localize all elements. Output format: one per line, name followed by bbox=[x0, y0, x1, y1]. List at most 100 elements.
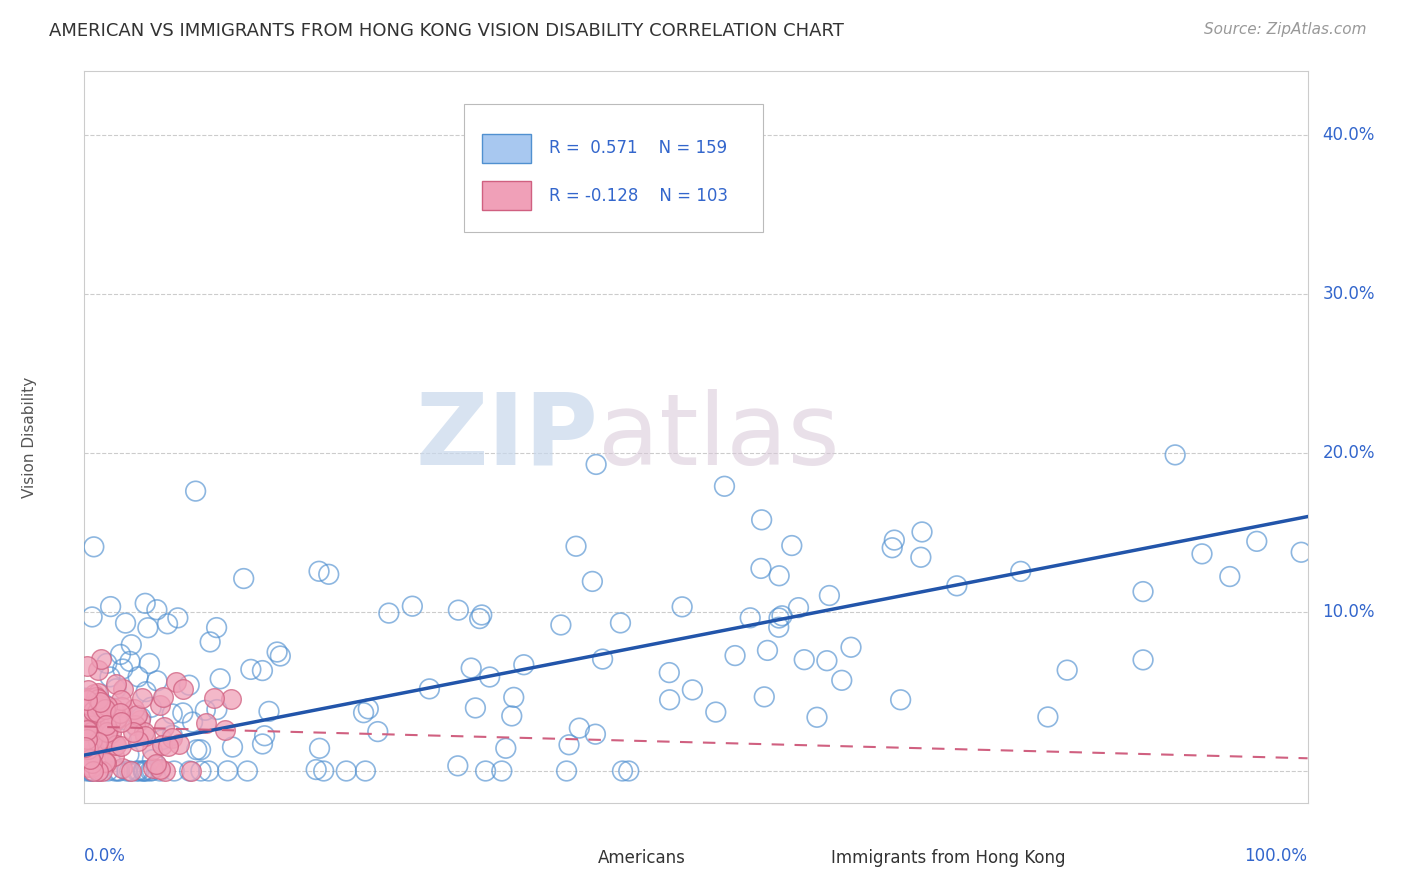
Point bbox=[658, 693, 681, 707]
Point bbox=[141, 764, 163, 778]
Point bbox=[221, 740, 243, 755]
Point bbox=[793, 653, 815, 667]
Point bbox=[165, 675, 187, 690]
Point bbox=[124, 718, 146, 732]
Point bbox=[308, 741, 330, 756]
FancyBboxPatch shape bbox=[482, 134, 531, 163]
Point bbox=[87, 717, 110, 731]
Point bbox=[169, 737, 191, 751]
Point bbox=[135, 764, 157, 778]
Point bbox=[839, 640, 862, 655]
Point bbox=[93, 731, 115, 745]
Point bbox=[197, 764, 219, 778]
Point bbox=[149, 764, 172, 778]
Point bbox=[94, 756, 117, 770]
Point bbox=[86, 705, 108, 719]
Text: 0.0%: 0.0% bbox=[84, 847, 127, 864]
Point bbox=[104, 764, 127, 778]
Point bbox=[447, 759, 470, 773]
Point bbox=[110, 706, 132, 721]
Point bbox=[157, 739, 180, 753]
Point bbox=[129, 713, 152, 727]
Point bbox=[89, 698, 111, 712]
Point bbox=[179, 764, 201, 778]
Text: 40.0%: 40.0% bbox=[1322, 126, 1375, 144]
Point bbox=[145, 757, 167, 772]
Point bbox=[83, 687, 105, 701]
Point bbox=[132, 764, 155, 778]
Point bbox=[108, 706, 131, 721]
Point bbox=[172, 706, 194, 720]
Point bbox=[93, 703, 115, 717]
Point bbox=[146, 603, 169, 617]
Point bbox=[80, 698, 103, 713]
Point bbox=[96, 657, 118, 671]
Point bbox=[153, 764, 176, 778]
Point bbox=[77, 741, 100, 756]
Point bbox=[141, 743, 163, 757]
Point bbox=[127, 670, 149, 684]
Point bbox=[318, 567, 340, 582]
Point bbox=[217, 764, 239, 778]
Point bbox=[150, 732, 173, 747]
Point bbox=[501, 709, 523, 723]
Point bbox=[252, 664, 274, 678]
Point bbox=[110, 648, 132, 662]
Point bbox=[671, 599, 693, 614]
Point bbox=[104, 738, 127, 752]
Point bbox=[97, 723, 120, 738]
Point bbox=[1219, 569, 1241, 583]
Point bbox=[82, 759, 104, 773]
Point bbox=[118, 747, 141, 762]
Point bbox=[266, 645, 288, 659]
Text: Vision Disability: Vision Disability bbox=[22, 376, 37, 498]
Point bbox=[658, 665, 681, 680]
Point bbox=[77, 734, 100, 748]
Point bbox=[136, 621, 159, 635]
Point bbox=[1246, 534, 1268, 549]
Point bbox=[890, 693, 912, 707]
Point bbox=[98, 715, 121, 730]
Point bbox=[806, 710, 828, 724]
Point bbox=[882, 541, 904, 555]
Point bbox=[568, 721, 591, 735]
Point bbox=[153, 720, 176, 734]
Point bbox=[751, 513, 773, 527]
Point bbox=[76, 716, 98, 731]
Point bbox=[87, 764, 110, 778]
Point bbox=[555, 764, 578, 778]
Text: 100.0%: 100.0% bbox=[1244, 847, 1308, 864]
Text: R =  0.571    N = 159: R = 0.571 N = 159 bbox=[550, 139, 727, 157]
Point bbox=[180, 764, 202, 778]
Point bbox=[80, 725, 103, 739]
Point bbox=[617, 764, 640, 778]
Text: 10.0%: 10.0% bbox=[1322, 603, 1375, 621]
Point bbox=[80, 756, 103, 770]
Point bbox=[149, 698, 172, 713]
Point bbox=[118, 654, 141, 668]
Point bbox=[190, 743, 212, 757]
Point bbox=[80, 764, 103, 778]
Point bbox=[100, 599, 122, 614]
Point bbox=[132, 725, 155, 739]
Point bbox=[105, 738, 128, 752]
Point bbox=[86, 697, 108, 711]
Point bbox=[83, 715, 105, 730]
Point bbox=[162, 731, 184, 745]
Point bbox=[581, 574, 603, 589]
Point bbox=[107, 764, 129, 778]
Point bbox=[1056, 663, 1078, 677]
Point bbox=[83, 698, 105, 713]
Point bbox=[82, 764, 104, 778]
Point bbox=[910, 550, 932, 565]
Point bbox=[1191, 547, 1213, 561]
Point bbox=[77, 690, 100, 705]
Point bbox=[83, 717, 105, 731]
Point bbox=[190, 764, 212, 778]
Point bbox=[205, 702, 228, 716]
Point bbox=[740, 611, 762, 625]
Point bbox=[378, 606, 401, 620]
Point bbox=[118, 764, 141, 778]
Point bbox=[1010, 565, 1032, 579]
Point bbox=[98, 714, 121, 728]
